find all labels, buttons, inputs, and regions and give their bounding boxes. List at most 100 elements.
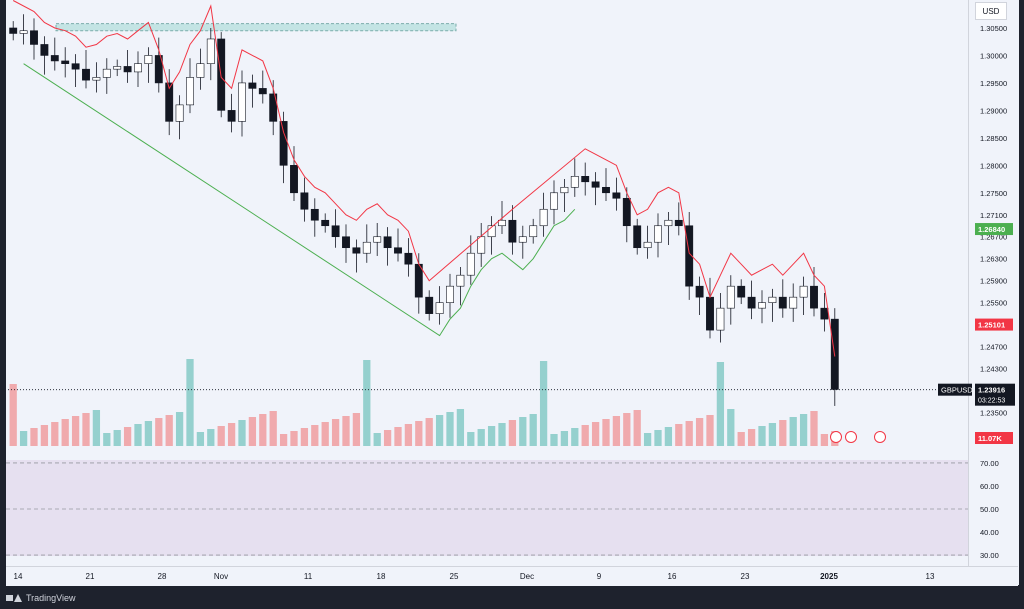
candle-body — [269, 93, 278, 122]
volume-bar — [269, 411, 277, 446]
candle-body — [373, 236, 382, 243]
volume-bar — [259, 414, 267, 446]
volume-bar — [415, 421, 423, 446]
candle-body — [134, 63, 142, 73]
us-flag-event-icon — [845, 431, 857, 443]
candle-body — [227, 110, 236, 122]
candle-body — [71, 63, 80, 70]
candle-body — [404, 252, 413, 265]
candle-body — [92, 77, 101, 81]
volume-bar — [654, 430, 662, 446]
volume-bar — [331, 419, 340, 446]
volume-bar — [30, 428, 38, 446]
volume-bar — [186, 359, 194, 446]
time-label-1: 21 — [86, 572, 95, 581]
volume-bar — [664, 427, 673, 446]
volume-bar — [175, 412, 184, 446]
volume-bar — [82, 413, 90, 446]
volume-bar — [373, 433, 381, 446]
price-tick-0: 1.30500 — [980, 24, 1007, 33]
candle-body — [425, 296, 434, 314]
time-label-5: 18 — [377, 572, 386, 581]
time-axis[interactable] — [6, 566, 1018, 586]
candle-body — [186, 77, 194, 106]
candle-body — [331, 225, 340, 238]
volume-bar — [155, 418, 163, 446]
volume-bar — [643, 433, 652, 446]
time-label-11: 2025 — [820, 572, 838, 581]
volume-bar — [727, 409, 735, 446]
volume-bar — [529, 414, 537, 446]
volume-tag-bg — [975, 432, 1013, 444]
candle-body — [633, 225, 642, 249]
candle-body — [789, 296, 798, 309]
volume-bar — [779, 420, 787, 446]
price-tick-7: 1.27100 — [980, 211, 1007, 220]
volume-bar — [404, 424, 413, 446]
candle-body — [258, 88, 267, 95]
volume-bar — [695, 418, 704, 446]
candle-body — [477, 236, 486, 254]
price-tick-9: 1.26300 — [980, 255, 1007, 264]
candle-body — [383, 236, 392, 249]
volume-bar — [207, 429, 215, 446]
candle-body — [747, 296, 756, 309]
volume-bar — [550, 434, 558, 446]
price-tick-14: 1.23500 — [980, 409, 1007, 418]
volume-bar — [383, 430, 392, 446]
price-axis[interactable] — [968, 0, 1019, 585]
volume-bar — [71, 416, 80, 446]
volume-bar — [591, 422, 600, 446]
time-label-0: 14 — [14, 572, 23, 581]
candle-body — [342, 236, 350, 249]
currency-selector[interactable]: USD — [975, 2, 1007, 20]
volume-bar — [685, 421, 693, 446]
supertrend-down-level-tag-bg — [975, 318, 1013, 331]
supertrend-up-line — [23, 63, 576, 337]
candle-body — [352, 247, 361, 254]
candle-body — [310, 208, 319, 221]
last-price-tag-bg — [975, 383, 1015, 406]
volume-bar — [706, 415, 714, 446]
candle-body — [810, 285, 818, 309]
candle-body — [82, 68, 90, 81]
volume-bar — [425, 418, 433, 446]
time-label-6: 25 — [450, 572, 459, 581]
supertrend-down-level-tag: 1.25101 — [978, 321, 1005, 330]
volume-bar — [300, 428, 309, 446]
volume-bar — [612, 416, 621, 446]
candle-body — [154, 55, 163, 84]
rsi-tick-0: 70.00 — [980, 459, 999, 468]
volume-bar — [799, 414, 808, 446]
candle-body — [706, 296, 714, 331]
candle-body — [40, 44, 49, 56]
symbol-tag: GBPUSD — [941, 386, 973, 395]
candle-body — [716, 307, 725, 331]
supertrend-up-level-tag: 1.26840 — [978, 225, 1005, 234]
volume-bar — [92, 410, 101, 446]
symbol-tag-bg — [938, 383, 972, 396]
candle-body — [518, 236, 527, 243]
price-tick-5: 1.28000 — [980, 161, 1007, 170]
time-label-2: 28 — [158, 572, 167, 581]
candle-body — [206, 38, 215, 64]
candle-body — [279, 121, 288, 166]
volume-bar — [747, 429, 756, 446]
candle-body — [643, 241, 652, 249]
volume-bar — [446, 412, 454, 446]
candle-body — [175, 104, 184, 122]
rsi-tick-4: 30.00 — [980, 551, 999, 560]
candle-body — [581, 176, 590, 183]
candle-body — [290, 165, 298, 194]
candle-body — [165, 82, 174, 122]
candle-body — [539, 208, 548, 227]
candle-body — [674, 219, 683, 227]
supertrend-up-level-tag-bg — [975, 223, 1013, 236]
volume-bar — [477, 429, 485, 446]
volume-bar — [623, 413, 631, 446]
volume-bar — [675, 424, 683, 446]
rsi-tick-2: 50.00 — [980, 505, 999, 514]
us-flag-event-icon — [874, 431, 886, 443]
candle-body — [612, 192, 621, 199]
volume-bar — [737, 432, 745, 446]
